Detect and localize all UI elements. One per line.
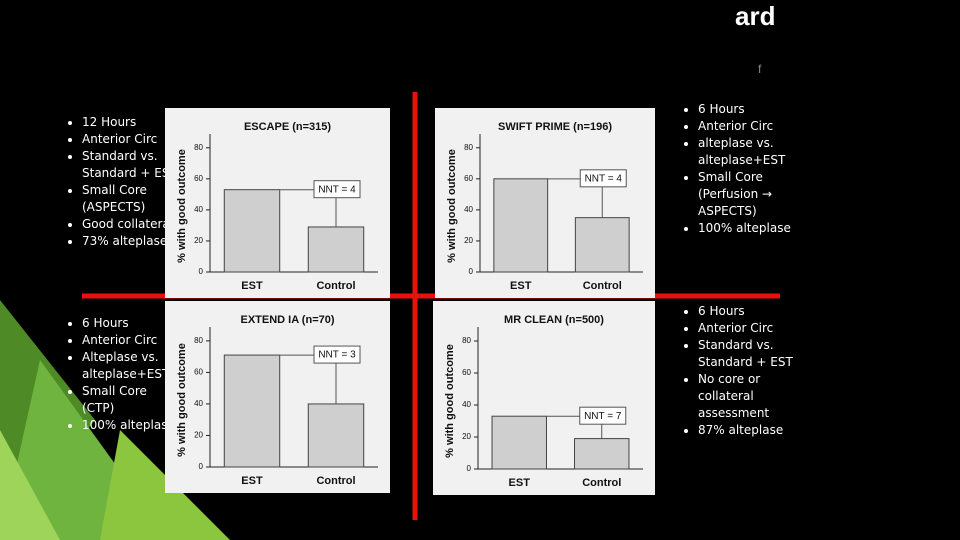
y-tick-label: 60 bbox=[194, 174, 203, 183]
y-tick-label: 60 bbox=[194, 368, 203, 377]
y-tick-label: 20 bbox=[462, 432, 471, 441]
y-axis-label: % with good outcome bbox=[444, 344, 456, 458]
chart-title: EXTEND IA (n=70) bbox=[240, 314, 334, 326]
y-tick-label: 80 bbox=[194, 143, 203, 152]
bullet-item: 87% alteplase bbox=[698, 422, 798, 439]
bar bbox=[307, 226, 365, 273]
y-tick-label: 0 bbox=[199, 267, 204, 276]
x-tick-label: EST bbox=[241, 280, 263, 292]
y-tick-label: 40 bbox=[194, 399, 203, 408]
nnt-box bbox=[579, 406, 627, 425]
y-axis-label: % with good outcome bbox=[176, 149, 188, 263]
x-tick-label: Control bbox=[316, 475, 355, 487]
nnt-label: NNT = 7 bbox=[584, 411, 622, 422]
bullet-item: alteplase vs. alteplase+EST bbox=[698, 135, 808, 169]
bullet-item: Anterior Circ bbox=[82, 131, 182, 148]
y-tick-label: 40 bbox=[464, 205, 473, 214]
bullet-item: Alteplase vs. alteplase+EST bbox=[82, 349, 182, 383]
bar bbox=[223, 354, 281, 468]
y-tick-label: 80 bbox=[194, 336, 203, 345]
x-tick-label: EST bbox=[509, 477, 531, 489]
bar bbox=[223, 189, 281, 273]
nnt-box bbox=[579, 169, 627, 188]
bullet-item: No core or collateral assessment bbox=[698, 371, 798, 422]
x-tick-label: EST bbox=[241, 475, 263, 487]
bar bbox=[574, 217, 630, 273]
bullet-item: Standard vs. Standard + EST bbox=[82, 148, 182, 182]
chart-title: MR CLEAN (n=500) bbox=[504, 314, 604, 326]
bullet-list: 12 HoursAnterior CircStandard vs. Standa… bbox=[60, 114, 182, 250]
bullet-list: 6 HoursAnterior Circalteplase vs. altepl… bbox=[676, 101, 808, 237]
x-tick-label: Control bbox=[583, 280, 622, 292]
y-tick-label: 80 bbox=[462, 336, 471, 345]
bullet-item: Anterior Circ bbox=[698, 320, 798, 337]
chart-title: ESCAPE (n=315) bbox=[244, 121, 331, 133]
bullet-item: 12 Hours bbox=[82, 114, 182, 131]
nnt-box bbox=[313, 180, 361, 199]
nnt-label: NNT = 4 bbox=[585, 173, 623, 184]
chart: EXTEND IA (n=70) % with good outcome 0 20 40… bbox=[165, 301, 390, 493]
subtitle-fragment: f bbox=[758, 62, 762, 76]
bullet-list: 6 HoursAnterior CircAlteplase vs. altepl… bbox=[60, 315, 182, 434]
y-tick-label: 60 bbox=[462, 368, 471, 377]
y-tick-label: 60 bbox=[464, 174, 473, 183]
bullet-item: 100% alteplase bbox=[82, 417, 182, 434]
y-tick-label: 40 bbox=[194, 205, 203, 214]
bullet-item: 100% alteplase bbox=[698, 220, 808, 237]
bullet-item: Anterior Circ bbox=[82, 332, 182, 349]
bullet-item: Small Core (CTP) bbox=[82, 383, 182, 417]
bar bbox=[307, 403, 365, 468]
bullet-item: Good collaterals bbox=[82, 216, 182, 233]
y-tick-label: 20 bbox=[194, 236, 203, 245]
y-tick-label: 40 bbox=[462, 400, 471, 409]
nnt-label: NNT = 4 bbox=[318, 184, 356, 195]
bullet-item: Small Core (ASPECTS) bbox=[82, 182, 182, 216]
y-axis-label: % with good outcome bbox=[446, 149, 458, 263]
nnt-label: NNT = 3 bbox=[318, 350, 356, 361]
bullet-item: 6 Hours bbox=[82, 315, 182, 332]
bullet-item: Small Core (Perfusion → ASPECTS) bbox=[698, 169, 808, 220]
bullet-item: 6 Hours bbox=[698, 303, 798, 320]
chart-title: SWIFT PRIME (n=196) bbox=[498, 121, 612, 133]
bullet-item: Anterior Circ bbox=[698, 118, 808, 135]
bullet-item: Standard vs. Standard + EST bbox=[698, 337, 798, 371]
bullet-item: 6 Hours bbox=[698, 101, 808, 118]
x-tick-label: Control bbox=[316, 280, 355, 292]
chart: SWIFT PRIME (n=196) % with good outcome 0 2… bbox=[435, 108, 655, 298]
y-tick-label: 0 bbox=[467, 464, 472, 473]
chart: ESCAPE (n=315) % with good outcome 0 20 40 60… bbox=[165, 108, 390, 298]
title-fragment: ard bbox=[735, 1, 775, 31]
bar bbox=[493, 178, 549, 273]
bar bbox=[574, 438, 630, 470]
y-tick-label: 20 bbox=[194, 431, 203, 440]
y-tick-label: 0 bbox=[469, 267, 474, 276]
y-tick-label: 80 bbox=[464, 143, 473, 152]
y-tick-label: 20 bbox=[464, 236, 473, 245]
x-tick-label: EST bbox=[510, 280, 532, 292]
y-tick-label: 0 bbox=[199, 462, 204, 471]
y-axis-label: % with good outcome bbox=[176, 343, 188, 457]
nnt-box bbox=[313, 345, 361, 364]
bullet-list: 6 HoursAnterior CircStandard vs. Standar… bbox=[676, 303, 798, 439]
decor-triangle bbox=[0, 430, 60, 540]
x-tick-label: Control bbox=[582, 477, 621, 489]
bullet-item: 73% alteplase bbox=[82, 233, 182, 250]
chart: MR CLEAN (n=500) % with good outcome 0 20 40… bbox=[433, 301, 655, 495]
bar bbox=[491, 415, 547, 470]
